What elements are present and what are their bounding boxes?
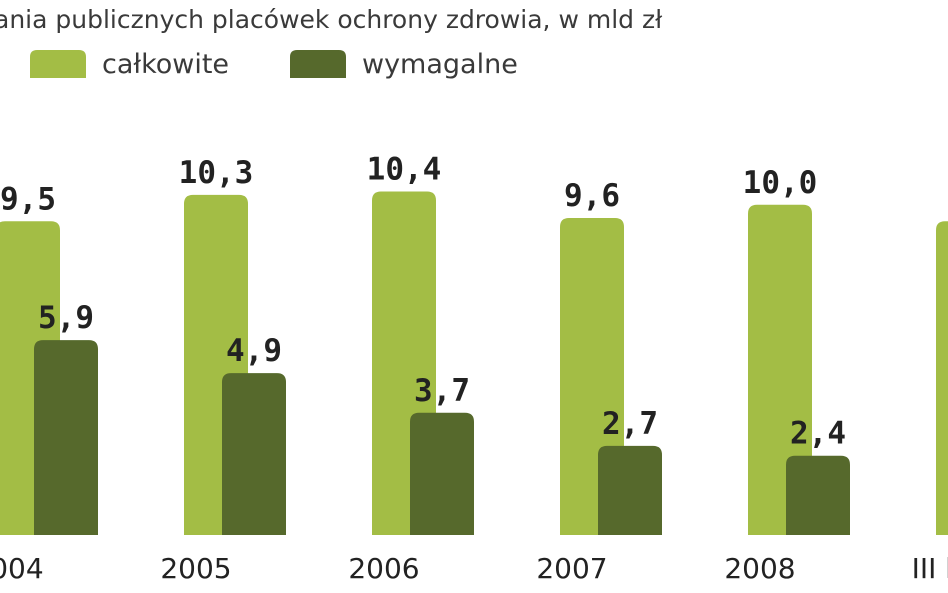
legend-label: wymagalne: [362, 49, 518, 80]
data-label: 5,9: [38, 300, 94, 336]
data-label: 10,3: [179, 155, 254, 191]
bar: [222, 373, 286, 535]
x-tick-label: 2004: [0, 552, 44, 585]
legend-label: całkowite: [102, 49, 229, 80]
x-tick-label: 2008: [724, 552, 795, 585]
bar: [748, 204, 812, 535]
bar: [936, 221, 948, 535]
data-label: 9,6: [564, 178, 620, 214]
data-label: 9,5: [0, 181, 56, 217]
data-label: 2,4: [790, 416, 846, 452]
legend-swatch: [290, 50, 346, 78]
x-tick-label: 2005: [160, 552, 231, 585]
chart-title: ania publicznych placówek ochrony zdrowi…: [0, 5, 663, 34]
x-tick-label: III kw: [912, 552, 948, 585]
data-label: 2,7: [602, 406, 658, 442]
bar: [410, 412, 474, 535]
data-label: 3,7: [414, 373, 470, 409]
legend-swatch: [30, 50, 86, 78]
x-tick-label: 2007: [536, 552, 607, 585]
x-tick-label: 2006: [348, 552, 419, 585]
data-label: 10,4: [367, 152, 442, 188]
data-label: 4,9: [226, 333, 282, 369]
bar: [598, 445, 662, 535]
bar: [34, 340, 98, 535]
bar: [786, 455, 850, 535]
data-label: 10,0: [743, 165, 818, 201]
